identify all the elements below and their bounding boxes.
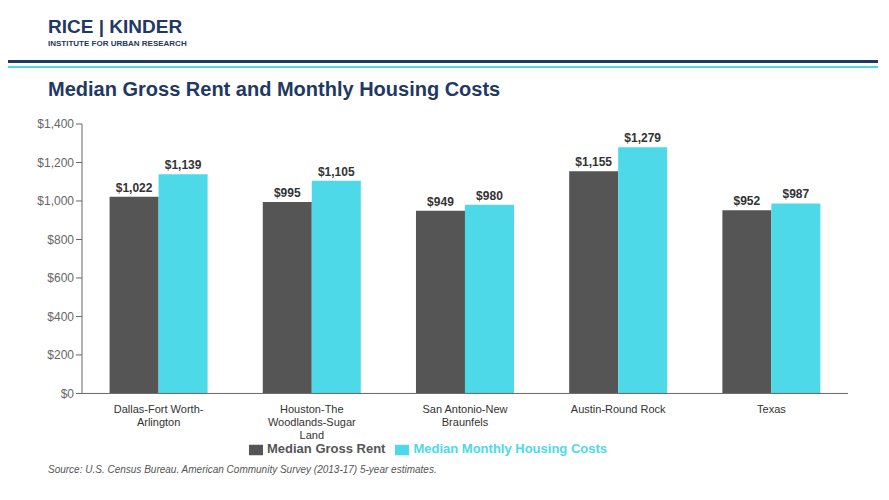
html-text:INSTITUTE FOR URBAN RESEARCH: INSTITUTE FOR URBAN RESEARCH: [48, 39, 187, 48]
svg-text:Houston-TheWoodlands-SugarLand: Houston-TheWoodlands-SugarLand: [268, 403, 356, 441]
svg-text:$949: $949: [427, 195, 454, 209]
html-text:Median Monthly Housing Costs: Median Monthly Housing Costs: [413, 441, 607, 457]
html-text:Source: U.S. Census Bureau. Am: Source: U.S. Census Bureau. American Com…: [48, 464, 437, 475]
svg-text:$200: $200: [47, 348, 74, 362]
html-text:RICE | KINDER: RICE | KINDER: [48, 16, 183, 37]
svg-text:$995: $995: [274, 186, 301, 200]
svg-text:$1,139: $1,139: [165, 158, 202, 172]
svg-text:$800: $800: [47, 233, 74, 247]
html-text:Median Gross Rent: Median Gross Rent: [267, 441, 386, 457]
svg-text:Texas: Texas: [757, 403, 786, 415]
svg-text:$0: $0: [61, 387, 75, 401]
svg-text:$980: $980: [476, 189, 503, 203]
svg-text:$600: $600: [47, 271, 74, 285]
svg-text:Dallas-Fort Worth-Arlington: Dallas-Fort Worth-Arlington: [114, 403, 204, 428]
svg-text:$1,279: $1,279: [624, 131, 661, 145]
svg-text:$987: $987: [783, 187, 810, 201]
svg-text:San Antonio-NewBraunfels: San Antonio-NewBraunfels: [423, 403, 508, 428]
svg-text:$1,000: $1,000: [37, 194, 74, 208]
svg-text:Austin-Round Rock: Austin-Round Rock: [571, 403, 666, 415]
svg-text:$1,200: $1,200: [37, 156, 74, 170]
svg-text:$1,022: $1,022: [116, 181, 153, 195]
svg-text:$1,155: $1,155: [575, 155, 612, 169]
svg-text:$1,400: $1,400: [37, 117, 74, 131]
html-text:Median Gross Rent and Monthly: Median Gross Rent and Monthly Housing Co…: [48, 78, 501, 100]
svg-text:$1,105: $1,105: [318, 165, 355, 179]
svg-text:$952: $952: [734, 194, 761, 208]
svg-text:$400: $400: [47, 310, 74, 324]
